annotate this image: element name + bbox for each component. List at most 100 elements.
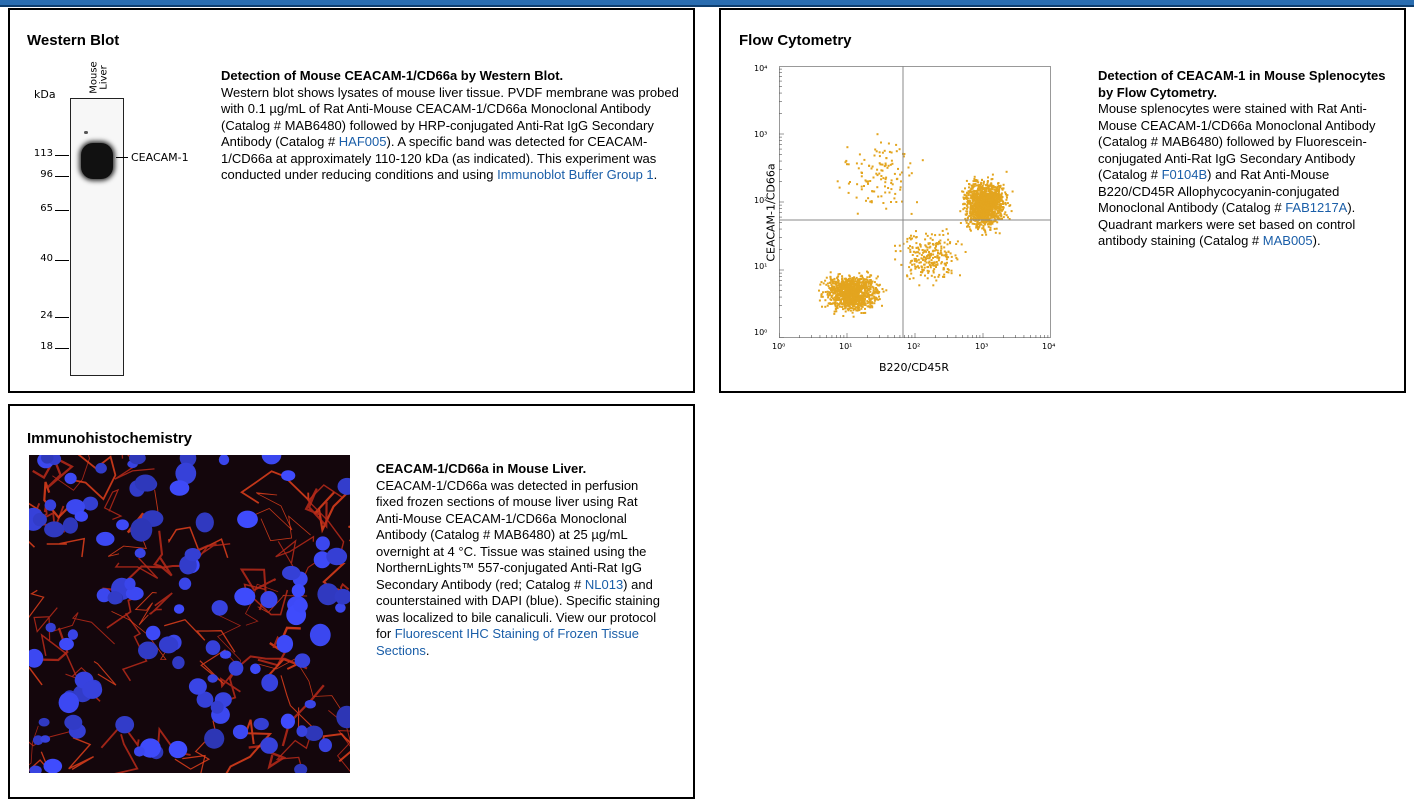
- flow-event: [898, 244, 901, 247]
- flow-event: [998, 217, 1001, 220]
- flow-event: [997, 211, 1000, 214]
- flow-event: [906, 240, 909, 243]
- panel-title: Flow Cytometry: [739, 32, 852, 49]
- flow-event: [975, 207, 978, 210]
- flow-event: [969, 189, 972, 192]
- flow-event: [858, 301, 860, 304]
- flow-event: [990, 194, 993, 197]
- flow-event: [864, 281, 867, 283]
- flow-event: [861, 292, 864, 295]
- flow-event: [975, 198, 978, 201]
- flow-event: [928, 242, 931, 245]
- flow-event: [993, 193, 996, 196]
- flow-event: [839, 305, 841, 308]
- flow-event: [1002, 187, 1005, 190]
- nucleus: [38, 717, 50, 727]
- nucleus: [29, 648, 44, 668]
- flow-event: [954, 254, 957, 257]
- flow-event: [928, 260, 931, 263]
- flow-event: [860, 305, 863, 308]
- flow-event: [980, 181, 983, 184]
- flow-event: [983, 180, 985, 183]
- flow-event: [879, 163, 882, 166]
- flow-event: [836, 289, 839, 292]
- flow-event: [827, 296, 830, 299]
- flow-event: [834, 282, 837, 285]
- flow-event: [992, 206, 995, 208]
- flow-event: [927, 270, 930, 273]
- nucleus: [195, 512, 214, 533]
- flow-event: [966, 225, 968, 228]
- catalog-link-mab005[interactable]: MAB005: [1262, 233, 1313, 248]
- flow-event: [985, 212, 988, 215]
- flow-event: [841, 275, 844, 278]
- flow-event: [831, 278, 834, 281]
- flow-event: [847, 277, 850, 280]
- protocol-link[interactable]: Fluorescent IHC Staining of Frozen Tissu…: [376, 626, 640, 658]
- flow-event: [979, 184, 982, 187]
- flow-event: [921, 270, 924, 273]
- flow-event: [967, 193, 970, 196]
- flow-event: [863, 293, 866, 296]
- flow-event: [845, 295, 848, 298]
- flow-event: [834, 305, 837, 308]
- flow-event: [900, 171, 903, 174]
- nucleus: [334, 588, 350, 605]
- flow-event: [984, 206, 987, 208]
- flow-event: [971, 192, 974, 195]
- flow-event: [984, 204, 987, 206]
- catalog-link-f0104b[interactable]: F0104B: [1161, 167, 1208, 182]
- flow-event: [987, 216, 990, 219]
- canaliculus-stain: [29, 725, 39, 766]
- flow-event: [967, 197, 970, 200]
- flow-event: [924, 244, 927, 247]
- flow-event: [985, 184, 988, 187]
- flow-event: [841, 278, 844, 281]
- catalog-link-fab1217a[interactable]: FAB1217A: [1285, 200, 1348, 215]
- nucleus: [232, 724, 249, 740]
- flow-event: [990, 191, 993, 193]
- flow-event: [863, 298, 866, 301]
- immunoblot-buffer-link[interactable]: Immunoblot Buffer Group 1: [497, 167, 654, 182]
- flow-event: [849, 277, 852, 280]
- canaliculus-stain: [106, 598, 133, 629]
- flow-event: [872, 292, 874, 295]
- flow-event: [972, 215, 975, 218]
- flow-event: [907, 166, 910, 169]
- flow-event: [978, 194, 981, 197]
- catalog-link-haf005[interactable]: HAF005: [338, 134, 387, 149]
- flow-event: [867, 197, 870, 200]
- flow-dots: [818, 133, 1014, 318]
- flow-event: [975, 199, 978, 202]
- flow-event: [971, 211, 974, 213]
- flow-event: [835, 298, 838, 301]
- flow-event: [842, 308, 844, 311]
- flow-event: [865, 292, 868, 295]
- flow-event: [975, 225, 978, 227]
- nucleus: [58, 692, 79, 714]
- flow-event: [992, 199, 994, 202]
- flow-event: [978, 213, 981, 216]
- flow-event: [966, 217, 969, 220]
- flow-event: [869, 274, 872, 277]
- flow-event: [965, 221, 968, 224]
- flow-event: [835, 290, 838, 293]
- flow-event: [994, 196, 997, 199]
- flow-event: [997, 201, 1000, 204]
- flow-event: [860, 304, 863, 306]
- flow-event: [877, 195, 880, 198]
- catalog-link-nl013[interactable]: NL013: [584, 576, 624, 592]
- nucleus: [96, 531, 115, 546]
- flow-event: [891, 183, 894, 186]
- flow-event: [870, 304, 873, 307]
- flow-event: [860, 188, 863, 191]
- flow-event: [875, 277, 878, 280]
- flow-event: [982, 215, 985, 217]
- flow-event: [993, 220, 996, 223]
- flow-event: [826, 304, 829, 307]
- mw-marker-18: 18: [40, 341, 53, 352]
- flow-event: [966, 192, 969, 195]
- flow-event: [846, 146, 849, 149]
- flow-event: [980, 204, 983, 207]
- flow-event: [876, 168, 879, 171]
